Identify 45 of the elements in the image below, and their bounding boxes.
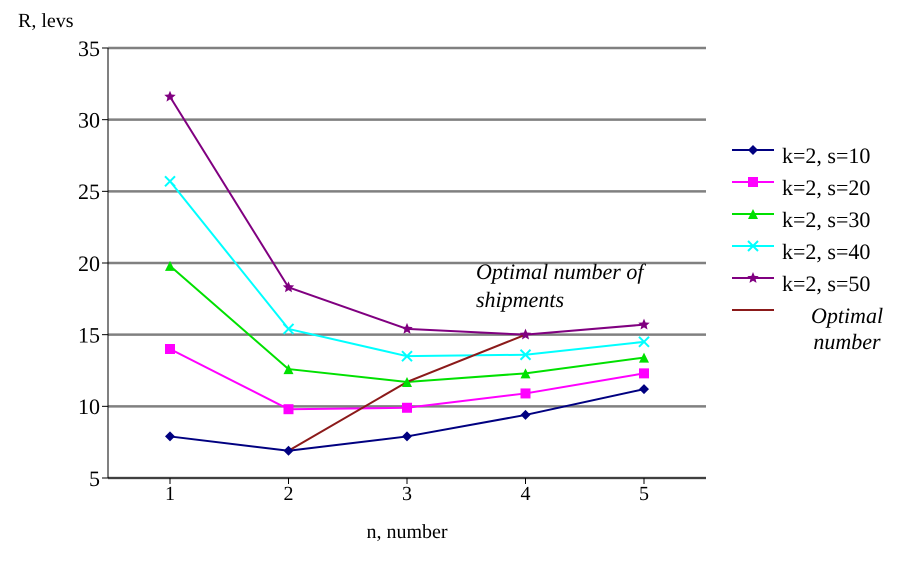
point xyxy=(402,376,412,387)
point xyxy=(520,368,530,378)
x-tick-label: 4 xyxy=(520,483,530,506)
point xyxy=(165,260,175,271)
point xyxy=(282,281,294,292)
point xyxy=(520,348,532,361)
legend-label: k=2, s=20 xyxy=(782,175,872,201)
annotation: Optimal number of shipments xyxy=(476,258,647,314)
point xyxy=(164,175,176,188)
point xyxy=(402,402,412,413)
legend-label: k=2, s=30 xyxy=(782,207,872,233)
point xyxy=(282,322,294,335)
y-tick-label: 35 xyxy=(78,36,100,61)
point xyxy=(520,410,530,420)
legend-label: k=2, s=10 xyxy=(782,143,872,169)
x-tick-label: 5 xyxy=(639,483,649,506)
point xyxy=(401,350,413,362)
point xyxy=(284,364,294,374)
point xyxy=(639,384,649,394)
y-tick-label: 20 xyxy=(78,250,100,276)
point xyxy=(520,328,532,340)
x-tick-label: 2 xyxy=(284,483,294,506)
point xyxy=(284,404,294,414)
y-tick-label: 15 xyxy=(78,322,100,348)
y-tick-label: 10 xyxy=(78,394,100,420)
x-axis-title: n, number xyxy=(366,521,448,543)
point xyxy=(284,446,294,456)
legend-label: Optimal number xyxy=(810,303,884,355)
point xyxy=(638,336,650,348)
y-tick-label: 25 xyxy=(78,179,100,204)
point xyxy=(639,368,649,378)
point xyxy=(638,318,650,330)
point xyxy=(639,352,649,363)
point xyxy=(520,388,530,398)
y-axis-title: R, levs xyxy=(18,10,74,33)
point xyxy=(402,431,412,442)
point xyxy=(165,431,175,442)
legend-label: k=2, s=40 xyxy=(782,239,872,265)
point xyxy=(165,344,175,354)
y-tick-label: 30 xyxy=(78,107,100,132)
legend-label: k=2, s=50 xyxy=(782,271,872,297)
point xyxy=(164,90,176,102)
x-tick-label: 3 xyxy=(402,483,412,506)
x-tick-label: 1 xyxy=(165,483,175,506)
point xyxy=(401,322,413,334)
